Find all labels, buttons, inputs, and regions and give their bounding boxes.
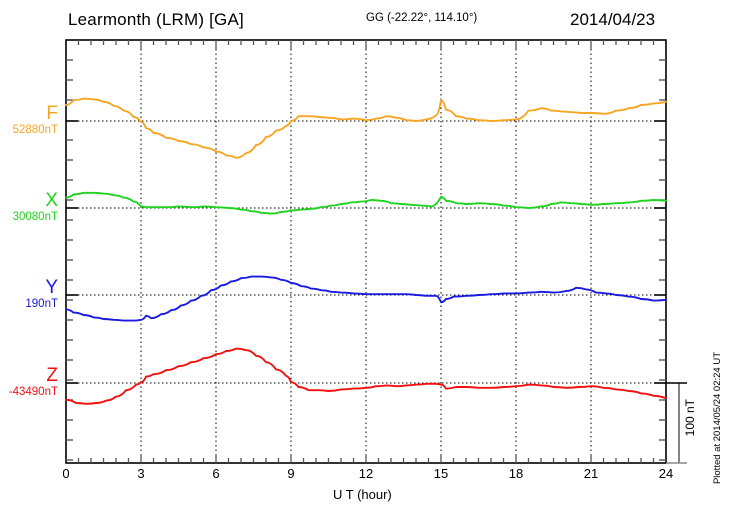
geographic-coordinates: GG (-22.22°, 114.10°) (366, 12, 478, 24)
observation-date: 2014/04/23 (570, 10, 656, 29)
component-letter-z: Z (46, 365, 58, 386)
plotted-timestamp: Plotted at 2014/05/24 02:24 UT (712, 352, 723, 485)
x-tick-label-3: 3 (137, 466, 145, 481)
component-label-x: X 30080nT (13, 191, 58, 224)
x-tick-label-9: 9 (287, 466, 295, 481)
x-tick-label-15: 15 (433, 466, 449, 481)
x-tick-label-18: 18 (508, 466, 524, 481)
scale-bar-label: 100 nT (683, 399, 697, 437)
component-label-y: Y 190nT (25, 278, 58, 311)
x-tick-label-12: 12 (358, 466, 374, 481)
component-letter-x: X (45, 190, 58, 211)
x-tick-label-21: 21 (583, 466, 599, 481)
component-baseline-f: 52880nT (12, 124, 58, 136)
component-letter-y: Y (45, 277, 58, 298)
x-tick-label-0: 0 (62, 466, 70, 481)
component-baseline-z: -43490nT (8, 386, 58, 398)
component-baseline-x: 30080nT (12, 211, 58, 223)
component-label-f: F 52880nT (13, 104, 58, 137)
station-title: Learmonth (LRM) [GA] (68, 10, 244, 29)
component-letter-f: F (46, 103, 58, 124)
x-tick-label-24: 24 (658, 466, 674, 481)
component-baseline-y: 190nT (25, 298, 58, 310)
component-label-z: Z -43490nT (9, 366, 58, 399)
x-axis-title: U T (hour) (333, 487, 392, 502)
x-tick-label-6: 6 (212, 466, 220, 481)
